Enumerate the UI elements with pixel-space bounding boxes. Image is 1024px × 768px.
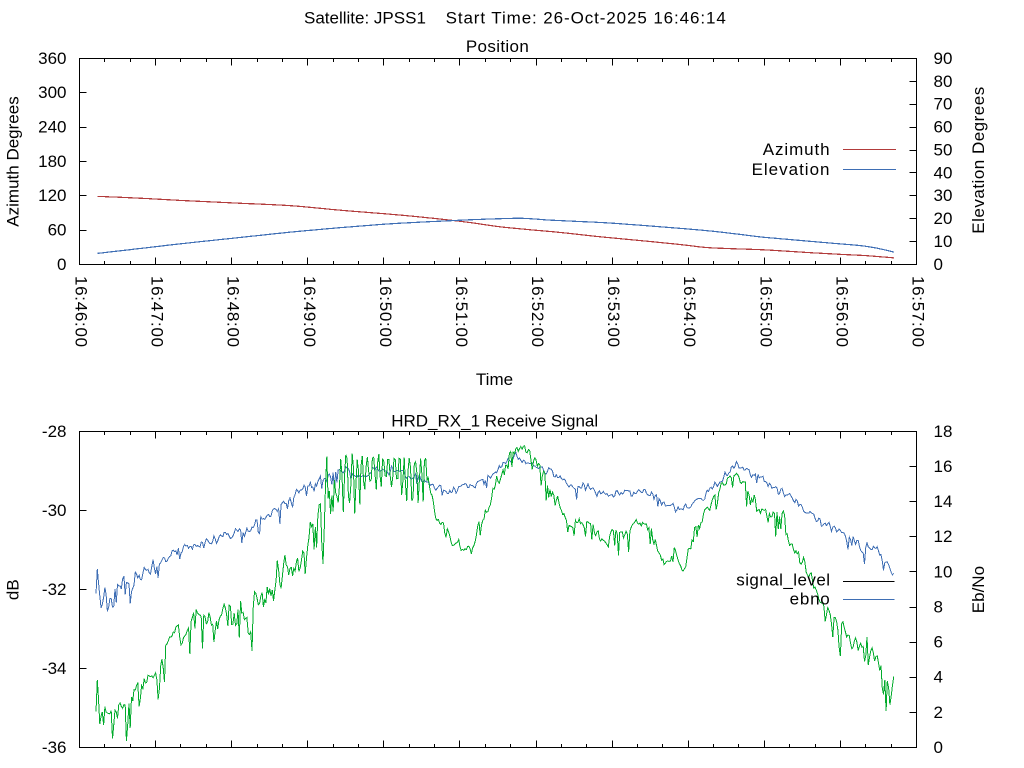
svg-text:-32: -32 [42,580,67,599]
svg-text:Azimuth: Azimuth [763,140,831,159]
svg-text:Position: Position [466,37,529,56]
svg-text:0: 0 [934,255,943,274]
svg-text:50: 50 [934,141,953,160]
svg-text:40: 40 [934,163,953,182]
svg-text:30: 30 [934,186,953,205]
svg-text:Time: Time [476,370,513,389]
svg-text:16:56:00: 16:56:00 [832,276,851,348]
svg-text:Elevation: Elevation [752,160,831,179]
svg-text:70: 70 [934,95,953,114]
svg-text:20: 20 [934,209,953,228]
svg-text:16:57:00: 16:57:00 [909,276,928,348]
svg-text:10: 10 [934,562,953,581]
svg-text:Start Time: 26-Oct-2025 16:46:: Start Time: 26-Oct-2025 16:46:14 [446,9,727,28]
svg-text:60: 60 [48,221,67,240]
svg-text:180: 180 [38,152,66,171]
svg-text:dB: dB [4,579,23,600]
svg-text:8: 8 [934,598,943,617]
svg-text:16: 16 [934,457,953,476]
svg-text:16:52:00: 16:52:00 [528,276,547,348]
svg-text:16:54:00: 16:54:00 [680,276,699,348]
svg-text:16:50:00: 16:50:00 [376,276,395,348]
svg-text:Eb/No: Eb/No [969,566,988,613]
svg-text:4: 4 [934,668,943,687]
svg-text:10: 10 [934,232,953,251]
svg-text:Satellite: JPSS1: Satellite: JPSS1 [304,9,426,28]
svg-text:16:51:00: 16:51:00 [452,276,471,348]
svg-text:-36: -36 [42,738,67,757]
svg-text:12: 12 [934,527,953,546]
svg-text:Elevation Degrees: Elevation Degrees [969,86,988,233]
svg-text:16:53:00: 16:53:00 [604,276,623,348]
svg-text:80: 80 [934,72,953,91]
svg-text:16:55:00: 16:55:00 [756,276,775,348]
svg-text:0: 0 [934,738,943,757]
svg-text:0: 0 [57,255,66,274]
svg-text:6: 6 [934,633,943,652]
svg-text:signal_level: signal_level [736,571,830,590]
svg-text:60: 60 [934,118,953,137]
svg-text:300: 300 [38,83,66,102]
svg-text:120: 120 [38,186,66,205]
svg-text:-34: -34 [42,659,67,678]
svg-text:240: 240 [38,118,66,137]
svg-text:18: 18 [934,422,953,441]
svg-text:16:49:00: 16:49:00 [300,276,319,348]
svg-text:ebno: ebno [790,590,831,609]
svg-text:360: 360 [38,49,66,68]
svg-text:90: 90 [934,49,953,68]
svg-text:Azimuth Degrees: Azimuth Degrees [4,96,23,226]
svg-text:-30: -30 [42,501,67,520]
svg-text:16:48:00: 16:48:00 [224,276,243,348]
svg-text:16:46:00: 16:46:00 [72,276,91,348]
svg-text:16:47:00: 16:47:00 [148,276,167,348]
svg-text:2: 2 [934,703,943,722]
svg-text:14: 14 [934,492,953,511]
svg-text:HRD_RX_1 Receive Signal: HRD_RX_1 Receive Signal [391,412,598,431]
svg-text:-28: -28 [42,422,67,441]
